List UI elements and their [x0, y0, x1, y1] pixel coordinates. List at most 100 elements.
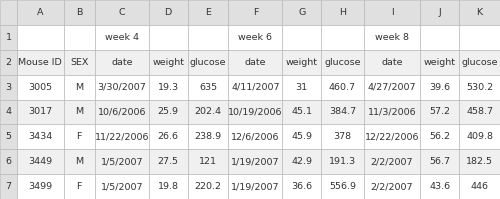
Bar	[282, 50, 321, 75]
Bar	[17, 25, 64, 50]
Text: 19.8: 19.8	[158, 182, 178, 191]
Bar	[459, 124, 500, 149]
Text: 12/6/2006: 12/6/2006	[231, 132, 280, 141]
Text: H: H	[339, 8, 346, 17]
Text: 1/19/2007: 1/19/2007	[231, 157, 280, 166]
Bar	[64, 149, 95, 174]
Bar	[149, 124, 188, 149]
Bar	[188, 25, 228, 50]
Text: 42.9: 42.9	[291, 157, 312, 166]
Text: 3: 3	[6, 83, 12, 92]
Text: 1/5/2007: 1/5/2007	[100, 182, 143, 191]
Text: 39.6: 39.6	[429, 83, 450, 92]
Text: glucose: glucose	[324, 58, 360, 67]
Text: 182.5: 182.5	[466, 157, 493, 166]
Text: 19.3: 19.3	[158, 83, 178, 92]
Bar	[0, 174, 17, 199]
Text: 3449: 3449	[28, 157, 52, 166]
Text: 220.2: 220.2	[194, 182, 222, 191]
Text: D: D	[164, 8, 172, 17]
Text: J: J	[438, 8, 441, 17]
Bar	[17, 100, 64, 124]
Bar	[64, 50, 95, 75]
Bar	[95, 124, 149, 149]
Bar	[282, 174, 321, 199]
Text: K: K	[476, 8, 482, 17]
Bar	[321, 0, 364, 25]
Bar	[95, 25, 149, 50]
Text: 31: 31	[296, 83, 308, 92]
Bar	[149, 0, 188, 25]
Text: 26.6: 26.6	[158, 132, 178, 141]
Text: 2/2/2007: 2/2/2007	[371, 182, 414, 191]
Text: M: M	[75, 157, 84, 166]
Bar	[364, 124, 420, 149]
Text: 7: 7	[6, 182, 12, 191]
Bar	[64, 174, 95, 199]
Bar	[228, 0, 282, 25]
Text: M: M	[75, 83, 84, 92]
Bar	[364, 0, 420, 25]
Text: 121: 121	[199, 157, 217, 166]
Text: 3434: 3434	[28, 132, 52, 141]
Text: C: C	[118, 8, 125, 17]
Text: I: I	[390, 8, 394, 17]
Text: glucose: glucose	[462, 58, 498, 67]
Bar	[64, 124, 95, 149]
Text: M: M	[75, 107, 84, 116]
Bar	[95, 149, 149, 174]
Bar	[149, 174, 188, 199]
Bar	[188, 174, 228, 199]
Text: 43.6: 43.6	[429, 182, 450, 191]
Bar	[321, 174, 364, 199]
Bar	[95, 50, 149, 75]
Text: week 4: week 4	[105, 33, 139, 42]
Text: E: E	[205, 8, 211, 17]
Text: 556.9: 556.9	[329, 182, 356, 191]
Text: 2/2/2007: 2/2/2007	[371, 157, 414, 166]
Bar	[228, 25, 282, 50]
Text: 56.2: 56.2	[430, 132, 450, 141]
Text: A: A	[37, 8, 44, 17]
Bar	[282, 75, 321, 100]
Bar	[459, 25, 500, 50]
Text: 10/19/2006: 10/19/2006	[228, 107, 282, 116]
Bar	[459, 50, 500, 75]
Bar	[282, 149, 321, 174]
Bar	[95, 174, 149, 199]
Bar	[228, 100, 282, 124]
Bar	[459, 174, 500, 199]
Text: glucose: glucose	[190, 58, 226, 67]
Bar	[420, 0, 459, 25]
Bar	[188, 0, 228, 25]
Bar	[149, 75, 188, 100]
Text: 238.9: 238.9	[194, 132, 222, 141]
Bar	[282, 100, 321, 124]
Text: Mouse ID: Mouse ID	[18, 58, 62, 67]
Bar	[364, 25, 420, 50]
Text: 6: 6	[6, 157, 12, 166]
Text: 409.8: 409.8	[466, 132, 493, 141]
Text: 4: 4	[6, 107, 12, 116]
Text: 3499: 3499	[28, 182, 52, 191]
Text: 12/22/2006: 12/22/2006	[365, 132, 420, 141]
Bar	[420, 124, 459, 149]
Text: weight: weight	[424, 58, 456, 67]
Bar	[228, 149, 282, 174]
Text: 25.9: 25.9	[158, 107, 178, 116]
Bar	[149, 25, 188, 50]
Text: 10/6/2006: 10/6/2006	[98, 107, 146, 116]
Text: weight: weight	[152, 58, 184, 67]
Bar	[95, 75, 149, 100]
Bar	[64, 75, 95, 100]
Text: 27.5: 27.5	[158, 157, 178, 166]
Text: 3/30/2007: 3/30/2007	[98, 83, 146, 92]
Bar	[282, 25, 321, 50]
Bar	[420, 25, 459, 50]
Bar	[321, 100, 364, 124]
Bar	[228, 75, 282, 100]
Text: 2: 2	[6, 58, 12, 67]
Text: 635: 635	[199, 83, 217, 92]
Bar	[321, 50, 364, 75]
Text: 1/19/2007: 1/19/2007	[231, 182, 280, 191]
